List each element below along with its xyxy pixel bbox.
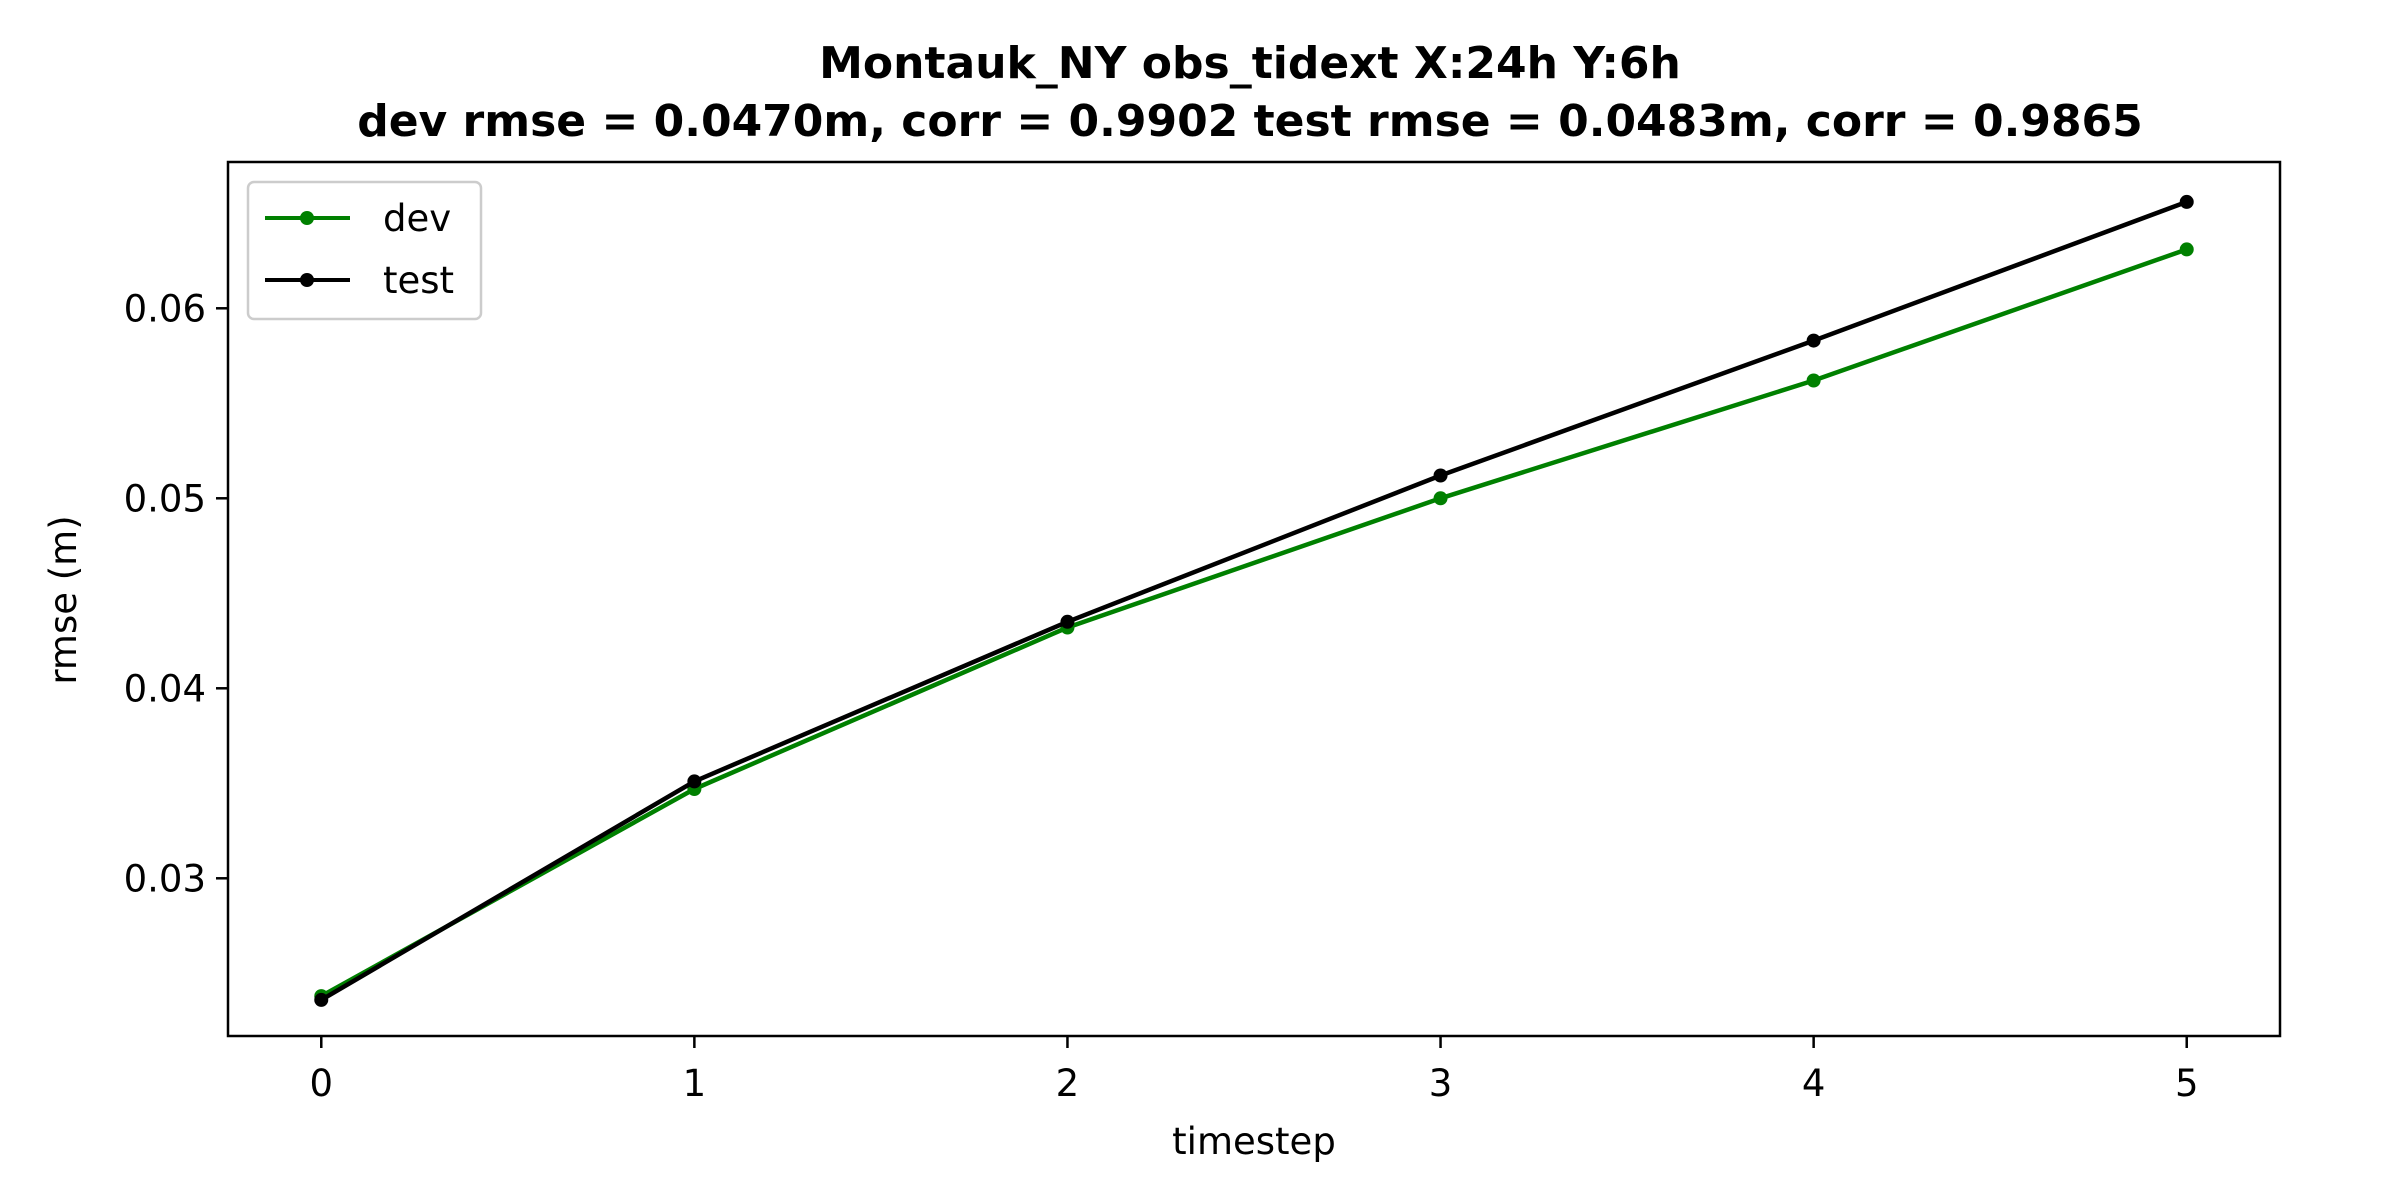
test-data-point bbox=[1060, 614, 1075, 629]
test-data-point bbox=[1806, 333, 1821, 348]
x-tick-label: 4 bbox=[1802, 1062, 1826, 1105]
test-data-point bbox=[687, 774, 702, 789]
chart-subtitle: dev rmse = 0.0470m, corr = 0.9902 test r… bbox=[357, 96, 2143, 147]
y-tick-label: 0.06 bbox=[124, 287, 206, 330]
plot-frame bbox=[226, 160, 2282, 1038]
y-axis: 0.03 0.04 0.05 0.06 bbox=[124, 287, 228, 900]
x-tick-label: 5 bbox=[2175, 1062, 2199, 1105]
y-tick-label: 0.05 bbox=[124, 477, 206, 520]
dev-series-line bbox=[320, 247, 2188, 999]
plot-area bbox=[314, 194, 2194, 1007]
test-data-point bbox=[314, 992, 329, 1007]
legend-test-marker bbox=[300, 273, 314, 287]
y-tick-label: 0.03 bbox=[124, 857, 206, 900]
legend-dev-marker bbox=[300, 211, 314, 225]
legend-dev-label: dev bbox=[383, 197, 451, 240]
x-tick-label: 1 bbox=[683, 1062, 707, 1105]
chart-title: Montauk_NY obs_tidext X:24h Y:6h bbox=[819, 38, 1681, 89]
y-axis-label: rmse (m) bbox=[42, 515, 85, 684]
dev-data-point bbox=[1433, 491, 1448, 506]
test-data-point bbox=[1433, 468, 1448, 483]
y-tick-label: 0.04 bbox=[124, 667, 206, 710]
test-data-point bbox=[2179, 194, 2194, 209]
x-axis: 0 1 2 3 4 5 bbox=[309, 1036, 2199, 1105]
legend-test-label: test bbox=[383, 259, 454, 302]
dev-data-point bbox=[1806, 373, 1821, 388]
x-tick-label: 0 bbox=[309, 1062, 333, 1105]
dev-data-point bbox=[2179, 242, 2194, 257]
x-tick-label: 2 bbox=[1056, 1062, 1080, 1105]
test-series-line bbox=[320, 199, 2188, 1002]
x-axis-label: timestep bbox=[1172, 1120, 1336, 1163]
x-tick-label: 3 bbox=[1429, 1062, 1453, 1105]
legend: dev test bbox=[246, 180, 483, 321]
